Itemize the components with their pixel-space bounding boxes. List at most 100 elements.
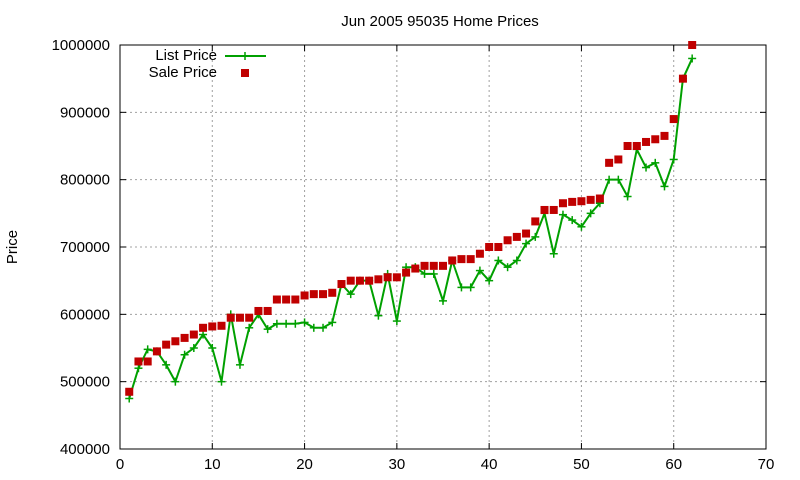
list-price-point: [688, 54, 697, 63]
sale-price-point: [328, 288, 337, 297]
sale-price-point: [420, 261, 429, 270]
sale-price-point: [448, 256, 457, 265]
list-price-point: [475, 266, 484, 275]
list-price-legend-marker: [241, 52, 249, 60]
list-price-point: [346, 290, 355, 299]
sale-price-point: [392, 273, 401, 282]
sale-price-point: [300, 291, 309, 300]
sale-price-point: [134, 357, 143, 366]
sale-price-point: [466, 255, 475, 264]
sale-price-point: [143, 357, 152, 366]
list-price-point: [429, 269, 438, 278]
sale-price-point: [217, 321, 226, 330]
list-price-point: [217, 377, 226, 386]
list-price-point: [291, 319, 300, 328]
list-price-point: [457, 283, 466, 292]
sale-price-point: [365, 276, 374, 285]
list-price-point: [162, 360, 171, 369]
sale-price-point: [235, 313, 244, 322]
y-tick-label: 500000: [60, 374, 110, 391]
sale-price-point: [678, 74, 687, 83]
list-price-point: [143, 345, 152, 354]
sale-price-point: [503, 236, 512, 245]
list-price-point: [319, 323, 328, 332]
list-price-point: [420, 269, 429, 278]
y-tick-label: 700000: [60, 239, 110, 256]
sale-price-point: [309, 290, 318, 299]
series-layer: [125, 41, 697, 403]
list-price-point: [282, 319, 291, 328]
sale-price-point: [272, 295, 281, 304]
x-tick-label: 50: [573, 456, 590, 473]
x-tick-label: 60: [665, 456, 682, 473]
sale-price-point: [485, 243, 494, 251]
sale-price-legend-label: Sale Price: [149, 64, 217, 81]
list-price-point: [309, 323, 318, 332]
sale-price-point: [605, 158, 614, 167]
y-tick-label: 900000: [60, 104, 110, 121]
y-tick-label: 400000: [60, 441, 110, 458]
sale-price-point: [346, 276, 355, 285]
sale-price-point: [660, 131, 669, 140]
list-price-point: [522, 239, 531, 248]
sale-price-point: [125, 387, 134, 396]
sale-price-point: [402, 268, 411, 277]
y-axis-label: Price: [4, 230, 21, 264]
sale-price-point: [180, 333, 189, 342]
sale-price-point: [568, 197, 577, 206]
y-tick-label: 1000000: [52, 37, 110, 54]
list-price-point: [180, 350, 189, 359]
sale-price-point: [475, 249, 484, 258]
sale-price-point: [651, 135, 660, 144]
list-price-point: [614, 175, 623, 184]
sale-price-point: [595, 194, 604, 203]
list-price-point: [466, 283, 475, 292]
list-price-point: [374, 311, 383, 320]
list-price-series: [125, 54, 697, 403]
y-tick-label: 800000: [60, 172, 110, 189]
list-price-point: [669, 155, 678, 164]
list-price-point: [328, 318, 337, 327]
sale-price-point: [291, 295, 300, 304]
list-price-point: [263, 325, 272, 334]
sale-price-point: [429, 261, 438, 270]
sale-price-point: [226, 313, 235, 322]
list-price-legend-label: List Price: [155, 47, 217, 64]
list-price-point: [568, 216, 577, 225]
sale-price-point: [199, 323, 208, 332]
plot-frame: [119, 44, 767, 450]
x-tick-label: 20: [296, 456, 313, 473]
list-price-point: [208, 344, 217, 352]
list-price-point: [660, 182, 669, 191]
sale-price-point: [152, 347, 161, 356]
sale-price-point: [162, 340, 171, 349]
list-price-point: [199, 330, 208, 339]
x-tick-label: 30: [389, 456, 406, 473]
sale-price-point: [577, 197, 586, 206]
list-price-point: [485, 276, 494, 285]
sale-price-point: [411, 264, 420, 273]
list-price-point: [245, 323, 254, 332]
sale-price-legend-marker: [241, 69, 249, 77]
list-price-point: [586, 209, 595, 218]
list-price-point: [300, 318, 309, 327]
list-price-point: [125, 394, 134, 403]
list-price-point: [558, 210, 567, 219]
list-price-point: [392, 317, 401, 326]
list-price-point: [134, 364, 143, 373]
sale-price-point: [512, 232, 521, 241]
list-price-point: [439, 296, 447, 305]
sale-price-point: [586, 195, 595, 204]
x-tick-label: 70: [758, 456, 775, 473]
sale-price-point: [540, 205, 549, 214]
sale-price-point: [642, 137, 651, 146]
list-price-line: [128, 58, 694, 399]
list-price-point: [189, 344, 198, 352]
list-price-point: [642, 163, 651, 172]
sale-price-point: [457, 255, 466, 264]
sale-price-point: [263, 306, 272, 315]
list-price-point: [531, 232, 540, 241]
sale-price-point: [337, 280, 346, 289]
